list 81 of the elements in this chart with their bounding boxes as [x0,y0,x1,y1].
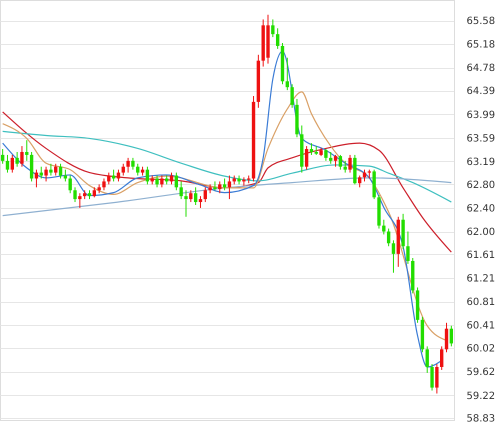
y-tick-label: 62.00 [466,227,495,238]
candlestick [122,163,125,176]
candlestick [286,57,289,91]
y-tick-label: 64.39 [466,86,495,98]
candlestick [25,140,28,162]
candlestick [218,180,222,194]
candlestick [435,364,439,394]
candlestick [204,186,207,203]
candlestick [68,175,72,194]
candlestick [271,18,275,38]
candlestick [362,169,366,182]
y-tick-label: 59.22 [466,390,495,402]
candlestick [386,228,390,247]
candlestick [444,322,448,353]
candlestick [184,190,188,218]
candlestick [146,166,150,185]
candlestick [426,346,429,374]
line-series [2,177,452,216]
candlestick [126,157,130,174]
y-tick-label: 63.19 [466,156,495,168]
candlestick [116,169,120,182]
candlestick [324,148,328,162]
y-tick-label: 65.58 [466,16,495,28]
candlestick [310,142,314,156]
y-tick-label: 65.18 [466,40,495,51]
candlestick [107,172,110,185]
candlestick [78,192,82,208]
candlestick [155,175,159,188]
candlestick [194,186,198,206]
y-tick-label: 61.21 [466,274,495,285]
candlestick [329,151,332,164]
candlestick [170,172,174,185]
y-tick-label: 60.81 [466,297,495,308]
candlestick [222,178,226,191]
line-series [2,130,452,203]
candlestick [40,166,43,179]
candlestick [30,151,34,182]
line-series [2,111,452,253]
candlestick [382,219,386,235]
candlestick [228,175,232,200]
candlestick [174,172,178,191]
candlestick [290,84,294,108]
y-tick-label: 60.41 [466,320,495,332]
candlestick [64,169,68,182]
candlestick [49,163,53,176]
y-tick-label: 61.61 [466,250,495,261]
candlestick [160,175,164,188]
candlestick [189,190,193,203]
line-series [2,50,442,368]
y-tick-label: 64.78 [466,63,495,74]
candlestick [198,196,202,208]
candlestick [34,169,38,188]
candlestick [344,160,347,174]
candlestick [276,28,280,50]
y-tick-label: 63.59 [466,133,495,144]
candlestick [112,169,116,182]
candlestick [0,148,4,164]
candlestick [304,146,308,170]
y-tick-label: 59.62 [466,367,495,378]
candlestick [450,325,454,347]
candlestick [358,175,362,188]
candlestick [10,154,14,174]
y-tick-label: 63.99 [466,110,495,121]
candlestick [15,151,19,168]
candlestick [20,146,24,168]
candlestick [92,186,96,198]
y-tick-label: 60.02 [466,344,495,355]
candlestick [102,178,106,191]
candlestick [179,180,183,200]
candlestick [334,154,338,168]
candlestick [338,154,342,170]
y-tick-label: 62.40 [466,203,495,214]
y-tick-label: 62.80 [466,180,495,191]
y-tick-label: 58.83 [466,414,495,424]
candlestick [440,346,444,370]
candlestick [406,231,410,264]
candlestick [58,163,62,179]
candlestick [131,157,135,170]
candlestick [136,163,140,176]
candlestick [54,163,58,176]
candlestick [44,166,48,182]
